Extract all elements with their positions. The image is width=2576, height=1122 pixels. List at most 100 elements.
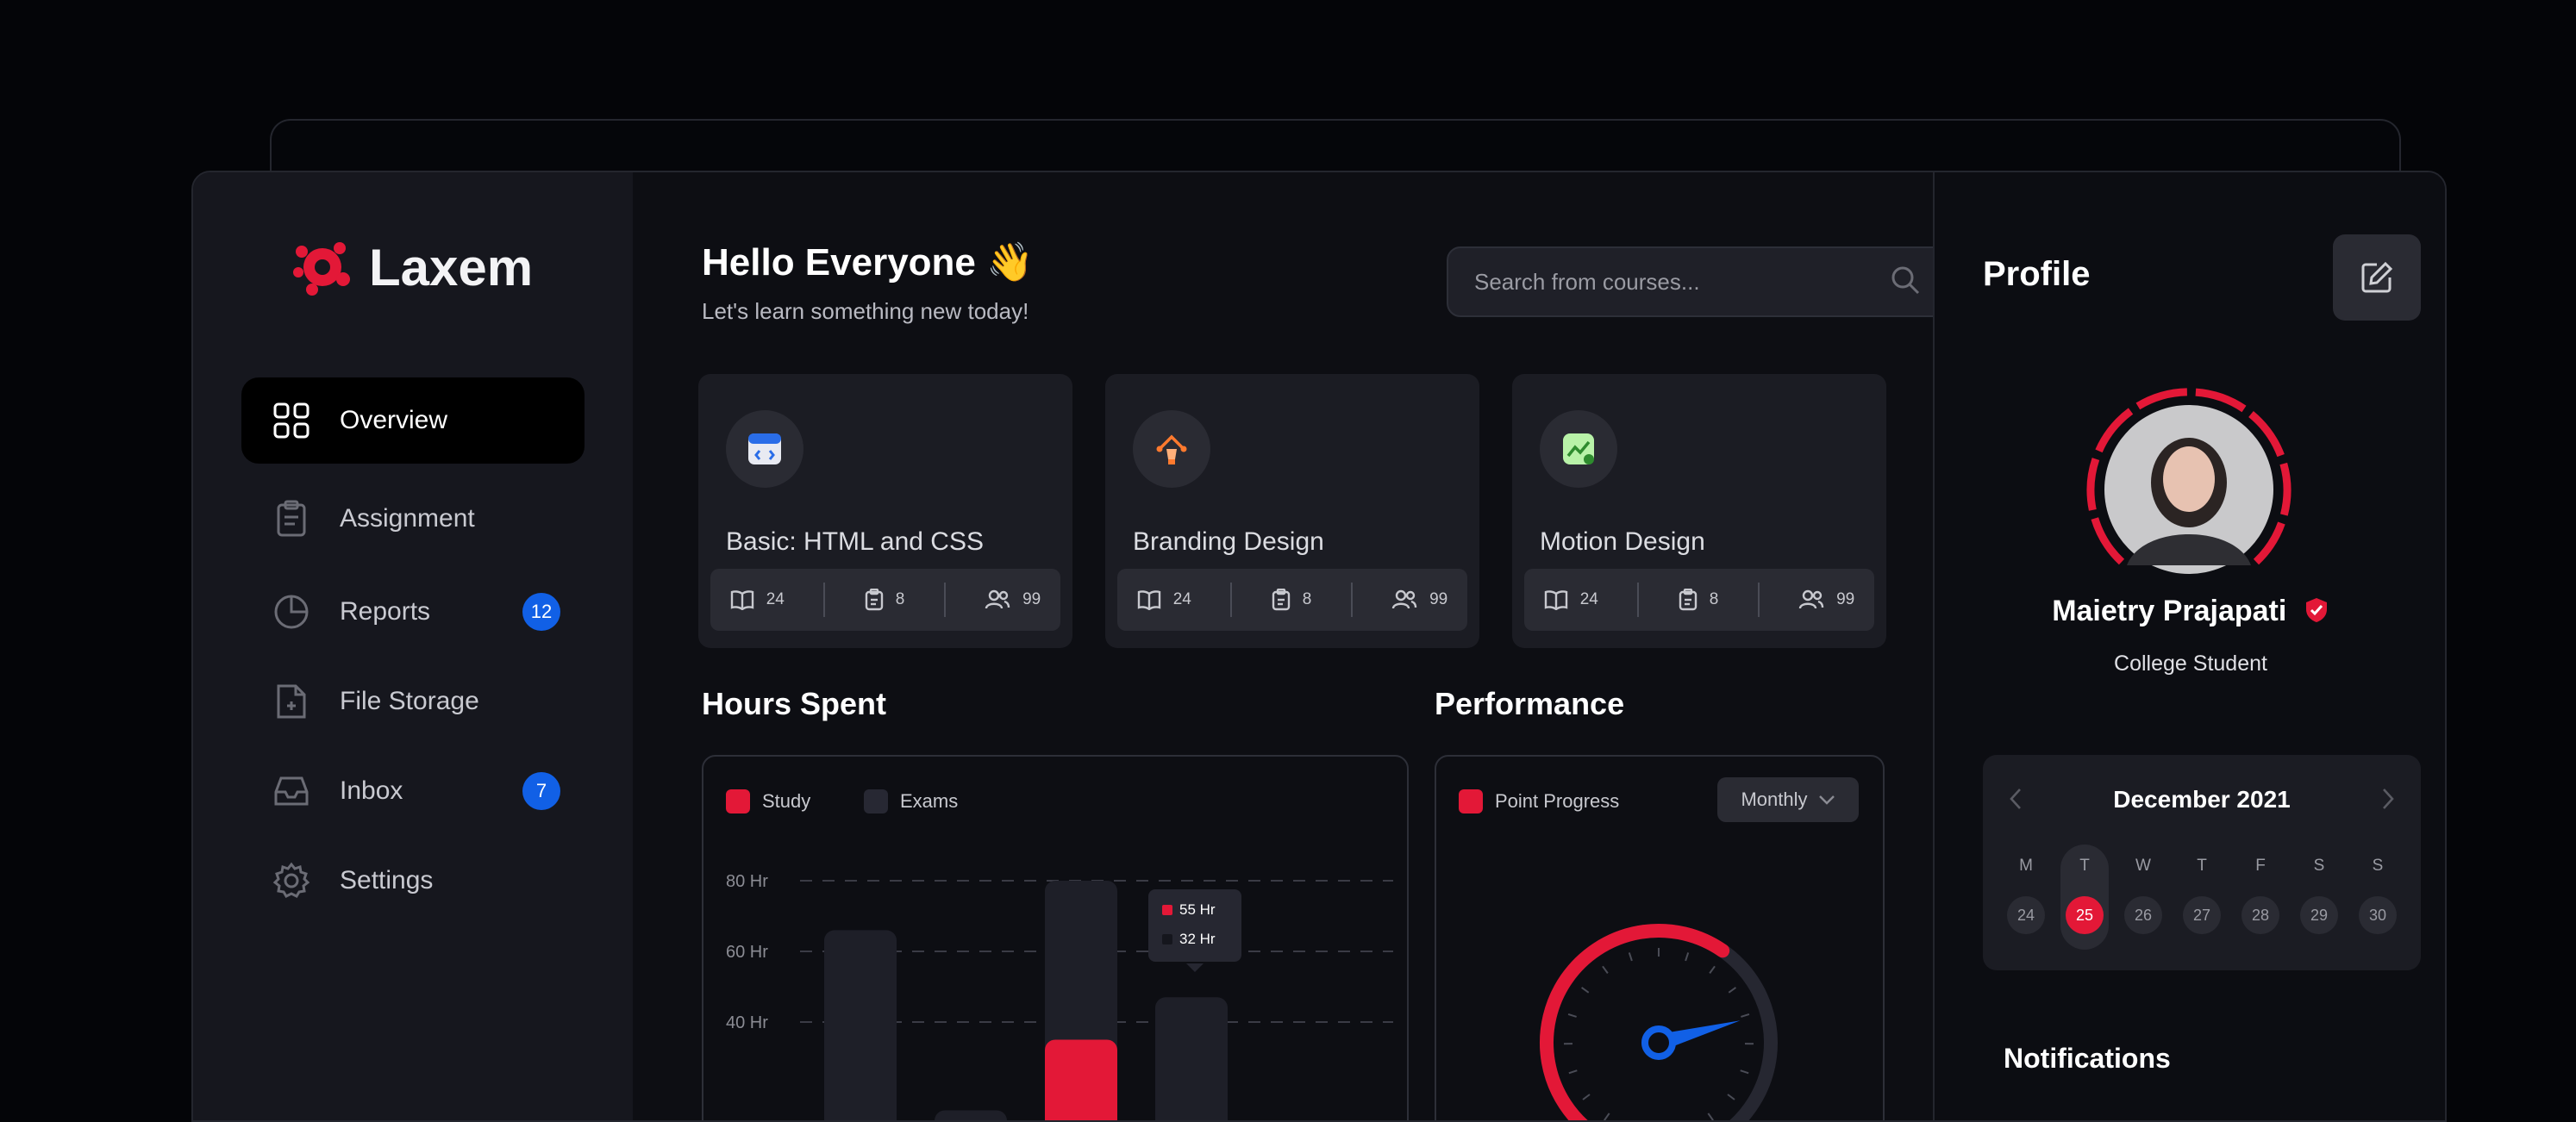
- sidebar-item-label: Overview: [340, 406, 447, 435]
- weekday-label: S: [2354, 857, 2402, 876]
- course-icon-wrap: [1540, 410, 1617, 488]
- edit-icon: [2360, 260, 2394, 295]
- legend-point-progress: Point Progress: [1459, 789, 1619, 813]
- exams-bar[interactable]: [935, 1111, 1007, 1122]
- weekday-label: T: [2178, 857, 2226, 876]
- tooltip-pointer: [1186, 963, 1204, 972]
- hours-spent-title: Hours Spent: [702, 686, 886, 722]
- users-icon: [1798, 589, 1824, 610]
- tooltip-exams: 32 Hr: [1179, 931, 1216, 948]
- lessons-stat: 24: [730, 589, 785, 610]
- gear-icon: [272, 862, 310, 900]
- chevron-right-icon[interactable]: [2381, 788, 2395, 810]
- course-card-motion[interactable]: Motion Design 24 8 99: [1512, 374, 1886, 648]
- weekday-label: S: [2295, 857, 2343, 876]
- stat-divider: [1637, 583, 1639, 617]
- performance-title: Performance: [1435, 686, 1624, 722]
- performance-panel: Point Progress Monthly: [1435, 755, 1885, 1122]
- sidebar-item-label: Reports: [340, 597, 430, 626]
- inbox-icon: [272, 772, 310, 810]
- gauge-tick: [1629, 952, 1632, 961]
- course-icon-wrap: [1133, 410, 1210, 488]
- students-stat: 99: [1391, 589, 1447, 610]
- users-icon: [1391, 589, 1417, 610]
- laxem-logo-icon: [286, 233, 355, 302]
- day-number: 28: [2241, 896, 2279, 934]
- weekday-label: W: [2119, 857, 2167, 876]
- sidebar: Laxem Overview Assignment Reports 12: [193, 172, 633, 1120]
- course-title: Basic: HTML and CSS: [726, 527, 984, 557]
- book-icon: [730, 589, 754, 610]
- sidebar-item-label: File Storage: [340, 687, 479, 716]
- chevron-down-icon: [1818, 795, 1835, 805]
- exams-bar[interactable]: [824, 930, 897, 1122]
- stat-divider: [1758, 583, 1760, 617]
- stat-divider: [944, 583, 946, 617]
- course-card-branding[interactable]: Branding Design 24 8 99: [1105, 374, 1479, 648]
- book-icon: [1544, 589, 1568, 610]
- profile-panel: Profile Maietry Prajapati College Studen…: [1933, 172, 2447, 1120]
- progress-swatch: [1459, 789, 1483, 813]
- course-title: Motion Design: [1540, 527, 1705, 557]
- pen-tool-icon: [1153, 430, 1191, 468]
- exams-bar[interactable]: [1155, 997, 1228, 1122]
- logo[interactable]: Laxem: [286, 233, 533, 302]
- edit-profile-button[interactable]: [2333, 234, 2421, 321]
- inbox-count-badge: 7: [522, 772, 560, 810]
- sidebar-item-overview[interactable]: Overview: [241, 377, 585, 464]
- sidebar-item-label: Settings: [340, 866, 433, 895]
- code-window-icon: [746, 430, 784, 468]
- gauge-tick: [1568, 1014, 1577, 1017]
- book-icon: [1137, 589, 1161, 610]
- chart-tooltip: 55 Hr 32 Hr: [1148, 889, 1241, 962]
- sidebar-item-file-storage[interactable]: File Storage: [241, 658, 585, 745]
- greeting-subtitle: Let's learn something new today!: [702, 298, 1029, 325]
- stat-divider: [823, 583, 825, 617]
- study-bar[interactable]: [1045, 1040, 1117, 1122]
- gauge-tick: [1583, 1094, 1590, 1100]
- search-input[interactable]: [1472, 268, 1890, 296]
- gauge-tick: [1708, 1113, 1713, 1120]
- profile-name-row: Maietry Prajapati: [1935, 595, 2447, 628]
- calendar-day-column[interactable]: S 29: [2295, 845, 2343, 950]
- y-tick-label: 40 Hr: [726, 1013, 768, 1032]
- gauge-hub: [1645, 1029, 1673, 1057]
- course-card-html-css[interactable]: Basic: HTML and CSS 24 8 99: [698, 374, 1072, 648]
- y-tick-label: 60 Hr: [726, 943, 768, 962]
- gauge-tick: [1741, 1070, 1748, 1073]
- day-number: 29: [2300, 896, 2338, 934]
- sidebar-item-settings[interactable]: Settings: [241, 838, 585, 924]
- gauge-tick: [1728, 1094, 1735, 1100]
- profile-name: Maietry Prajapati: [2052, 595, 2286, 627]
- weekday-label: T: [2060, 857, 2109, 876]
- calendar-day-column[interactable]: T 27: [2178, 845, 2226, 950]
- assignments-stat: 8: [865, 589, 905, 611]
- avatar[interactable]: [2082, 386, 2296, 600]
- sidebar-item-inbox[interactable]: Inbox 7: [241, 748, 585, 834]
- clipboard-icon: [865, 589, 884, 611]
- search-icon[interactable]: [1890, 265, 1921, 300]
- pie-chart-icon: [272, 593, 310, 631]
- period-dropdown[interactable]: Monthly: [1717, 777, 1859, 822]
- gauge-tick: [1710, 966, 1715, 973]
- sidebar-item-reports[interactable]: Reports 12: [241, 569, 585, 655]
- profile-role: College Student: [1935, 651, 2447, 676]
- weekday-label: M: [2002, 857, 2050, 876]
- sidebar-item-assignment[interactable]: Assignment: [241, 476, 585, 562]
- grid-icon: [272, 402, 310, 439]
- day-number: 27: [2183, 896, 2221, 934]
- verified-badge-icon: [2304, 596, 2329, 624]
- search-bar: [1447, 246, 1947, 317]
- stat-divider: [1230, 583, 1232, 617]
- students-stat: 99: [1798, 589, 1854, 610]
- lessons-stat: 24: [1544, 589, 1598, 610]
- gauge-tick: [1685, 952, 1688, 961]
- gauge-tick: [1582, 988, 1589, 993]
